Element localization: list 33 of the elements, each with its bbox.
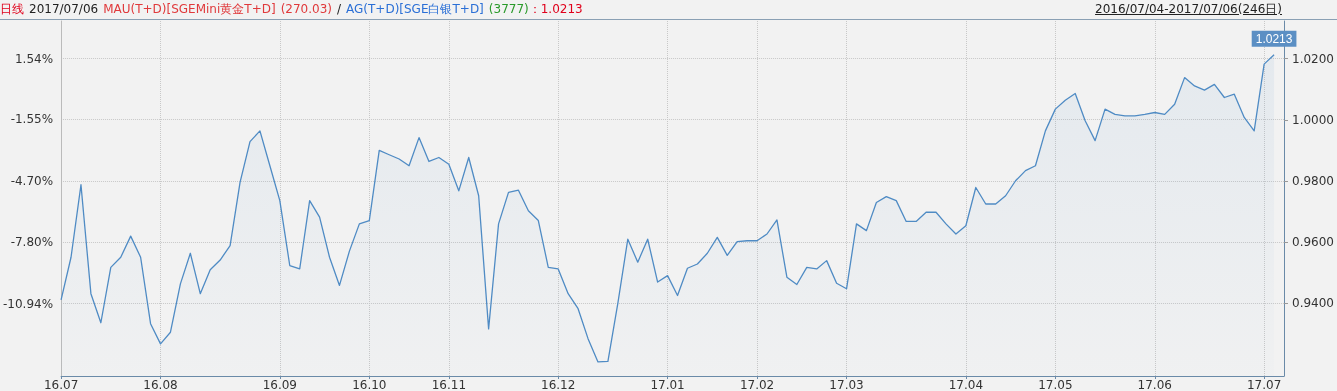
y-tick-label: -1.55% [10, 112, 54, 127]
x-tick-label: 17.05 [1038, 378, 1073, 391]
text: MAU(T+D)[SGEMini黄金T+D] [103, 2, 276, 16]
x-tick-label: 16.10 [352, 378, 387, 391]
y2-tick-label: 0.9400 [1292, 296, 1335, 311]
text: (270.03) [280, 2, 332, 16]
x-tick-label: 17.06 [1137, 378, 1172, 391]
x-tick-label: 17.07 [1246, 378, 1282, 391]
data-label: 1.0213 [1255, 31, 1293, 46]
text: / [336, 2, 342, 16]
chart-title: 日线 [0, 2, 24, 16]
text: ：1.0213 [528, 2, 583, 16]
y-tick-label: 1.54% [14, 51, 54, 66]
x-tick-label: 16.08 [143, 378, 178, 391]
x-tick-label: 17.01 [650, 378, 685, 391]
x-tick-label: 17.02 [739, 378, 775, 391]
y-tick-label: -4.70% [10, 174, 54, 189]
text: 2017/07/06 [29, 2, 99, 16]
x-tick-label: 16.11 [431, 378, 467, 391]
y2-tick-label: 1.0000 [1292, 112, 1335, 127]
y2-tick-label: 0.9800 [1292, 174, 1335, 189]
x-tick-label: 17.04 [948, 378, 984, 391]
x-tick-label: 17.03 [829, 378, 864, 391]
x-tick-label: 16.12 [541, 378, 576, 391]
text: AG(T+D)[SGE白银T+D] [346, 2, 484, 16]
y2-tick-label: 1.0200 [1292, 51, 1335, 66]
text: (3777) [488, 2, 529, 16]
y-tick-label: -7.80% [10, 234, 54, 249]
x-tick-label: 16.07 [43, 378, 79, 391]
y-tick-label: -10.94% [2, 296, 54, 311]
x-tick-label: 16.09 [262, 378, 297, 391]
text: 2016/07/04-2017/07/06(246日) [1095, 1, 1282, 18]
y2-tick-label: 0.9600 [1292, 235, 1335, 250]
